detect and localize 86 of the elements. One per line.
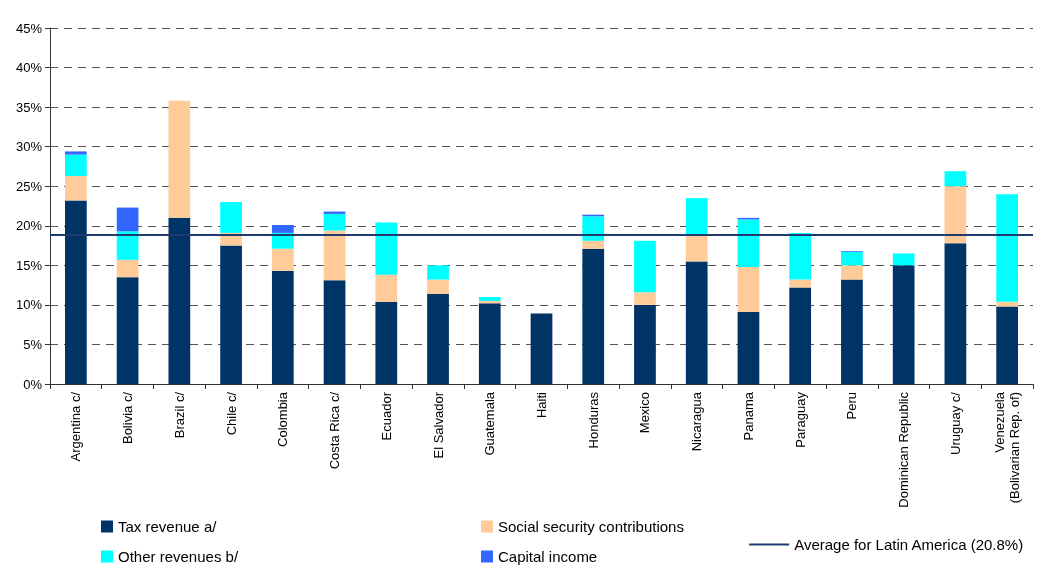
bar [168, 217, 191, 384]
bar [375, 274, 398, 302]
x-tick-label: Argentina c/ [68, 391, 84, 462]
x-tick-label: Panama [740, 391, 756, 441]
bar [737, 219, 760, 267]
bar [116, 277, 139, 384]
legend-label: Other revenues b/ [118, 548, 239, 565]
bar [427, 265, 449, 280]
x-tick-label: Honduras [585, 391, 601, 449]
bar [634, 304, 656, 384]
bar [582, 216, 605, 241]
bar [116, 207, 139, 232]
bar [789, 287, 812, 384]
bar [530, 313, 553, 384]
bar [789, 232, 812, 280]
bar [478, 303, 501, 384]
bar [789, 279, 812, 288]
bar [271, 224, 294, 233]
legend-label: Social security contributions [498, 518, 684, 535]
bar [271, 248, 294, 271]
bar [841, 251, 863, 266]
x-tick-label: Costa Rica c/ [327, 391, 343, 470]
x-tick-label: Mexico [637, 392, 653, 434]
x-tick-label: Dominican Republic [896, 391, 912, 508]
bar [65, 151, 87, 155]
legend-label: Tax revenue a/ [118, 518, 218, 535]
legend-label: Average for Latin America (20.8%) [794, 536, 1024, 553]
bar [427, 293, 449, 384]
x-tick-label: Haiti [534, 391, 549, 419]
x-tick-label: Ecuador [378, 391, 394, 441]
x-tick-label: Uruguay c/ [947, 391, 963, 455]
bar [944, 171, 967, 187]
x-tick-label: Colombia [275, 391, 291, 447]
bar [737, 312, 760, 384]
x-tick-label: Bolivia c/ [120, 391, 136, 445]
bar [685, 198, 708, 235]
bar [892, 253, 915, 266]
legend-label: Capital income [498, 548, 598, 565]
x-tick-label: Paraguay [792, 391, 808, 448]
y-tick-label: 35% [15, 99, 43, 115]
x-tick-label: Guatemala [482, 391, 498, 456]
bar [271, 270, 294, 384]
y-tick-label: 45% [15, 20, 43, 36]
bar [65, 200, 87, 384]
y-tick-label: 10% [15, 297, 43, 313]
bar [323, 230, 346, 281]
y-tick-label: 30% [15, 139, 43, 155]
bar [323, 213, 346, 231]
bar [944, 243, 967, 384]
y-tick-label: 15% [15, 257, 43, 273]
y-tick-label: 5% [23, 336, 43, 352]
bar [892, 265, 915, 384]
bar [634, 240, 656, 293]
bar [685, 234, 708, 262]
y-tick-label: 40% [15, 60, 43, 76]
bar [478, 296, 501, 301]
bar [841, 265, 863, 280]
bar [996, 306, 1018, 384]
bar [944, 186, 967, 244]
bar [996, 194, 1018, 302]
bar [375, 222, 398, 275]
bar [65, 175, 87, 201]
bar [220, 202, 242, 233]
bar [427, 279, 449, 294]
bar [582, 240, 605, 249]
y-tick-label: 25% [15, 178, 43, 194]
x-tick-label: Nicaragua [689, 391, 705, 452]
bar [116, 231, 139, 260]
bar [116, 259, 139, 278]
bar [582, 248, 605, 384]
bar [685, 261, 708, 384]
bar [220, 245, 242, 384]
x-tick-label: Chile c/ [223, 391, 239, 436]
bar [168, 100, 191, 218]
y-tick-label: 0% [23, 376, 43, 392]
x-tick-label: Brazil c/ [171, 391, 187, 439]
bar [634, 292, 656, 305]
x-tick-label: Peru [844, 392, 860, 420]
bar [323, 280, 346, 384]
bar [737, 266, 760, 313]
x-tick-label: Venezuela (Bolivarian Rep. of) [992, 391, 1023, 504]
x-tick-label: El Salvador [430, 391, 446, 459]
bar [841, 279, 863, 384]
bar [375, 301, 398, 384]
bar [65, 154, 87, 176]
y-tick-label: 20% [15, 218, 43, 234]
